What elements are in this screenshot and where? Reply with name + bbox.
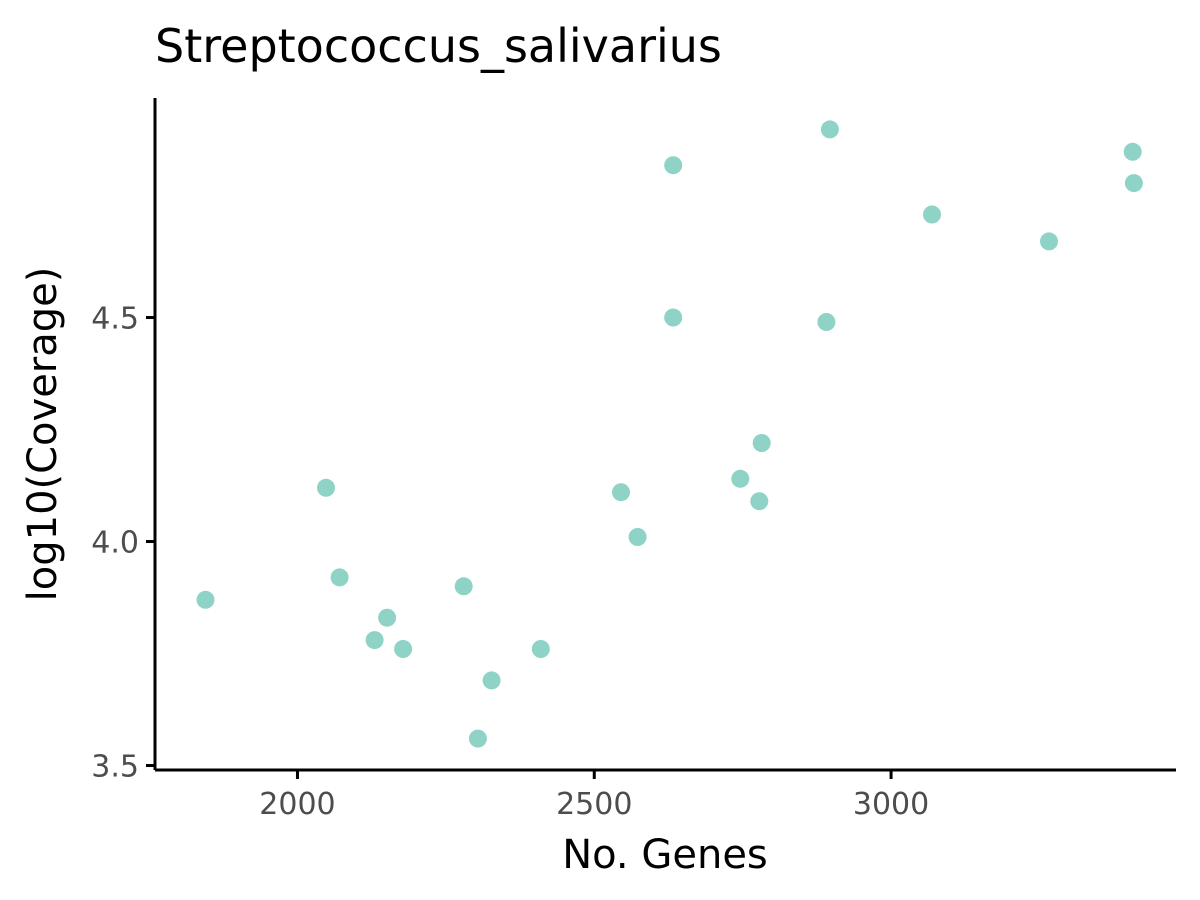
data-point (531, 640, 550, 658)
data-point (317, 478, 335, 497)
data-point (394, 640, 413, 658)
y-tick-label: 4.5 (91, 302, 139, 337)
data-point (664, 308, 683, 327)
y-tick-label: 3.5 (91, 750, 139, 785)
y-axis-label: log10(Coverage) (20, 267, 66, 602)
data-point (820, 120, 839, 139)
x-tick-label: 2500 (556, 787, 632, 822)
data-point (454, 577, 473, 596)
y-tick-label: 4.0 (91, 526, 139, 561)
data-point (365, 631, 384, 650)
x-tick-label: 2000 (259, 787, 335, 822)
data-point (612, 483, 630, 502)
data-point (1040, 232, 1058, 251)
data-point (196, 590, 215, 609)
data-point (1123, 142, 1142, 161)
data-point (752, 434, 771, 452)
x-axis-label: No. Genes (562, 832, 768, 878)
chart-title: Streptococcus_salivarius (155, 19, 722, 73)
data-point (628, 528, 647, 546)
data-point (750, 492, 769, 511)
data-point (923, 205, 941, 224)
data-point (731, 469, 750, 488)
data-point (664, 156, 683, 175)
data-points (196, 120, 1143, 748)
data-point (378, 608, 397, 627)
data-point (330, 568, 349, 587)
y-axis-ticks: 3.5 4.0 4.5 (91, 302, 155, 785)
data-point (482, 671, 501, 690)
data-point (468, 729, 487, 748)
data-point (1124, 174, 1143, 193)
x-axis-ticks: 2000 2500 3000 (259, 770, 929, 822)
data-point (817, 313, 836, 331)
x-tick-label: 3000 (853, 787, 929, 822)
